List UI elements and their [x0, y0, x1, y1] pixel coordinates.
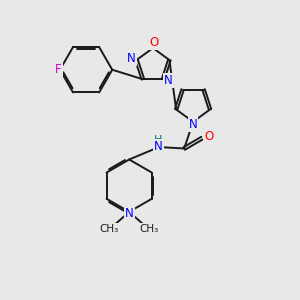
Text: O: O: [204, 130, 213, 143]
Text: N: N: [125, 207, 134, 220]
Text: N: N: [189, 118, 197, 131]
Text: O: O: [149, 36, 158, 49]
Text: CH₃: CH₃: [100, 224, 119, 234]
Text: N: N: [164, 74, 173, 87]
Text: H: H: [154, 136, 163, 146]
Text: F: F: [55, 63, 62, 76]
Text: CH₃: CH₃: [140, 224, 159, 234]
Text: N: N: [127, 52, 136, 65]
Text: N: N: [154, 140, 163, 153]
